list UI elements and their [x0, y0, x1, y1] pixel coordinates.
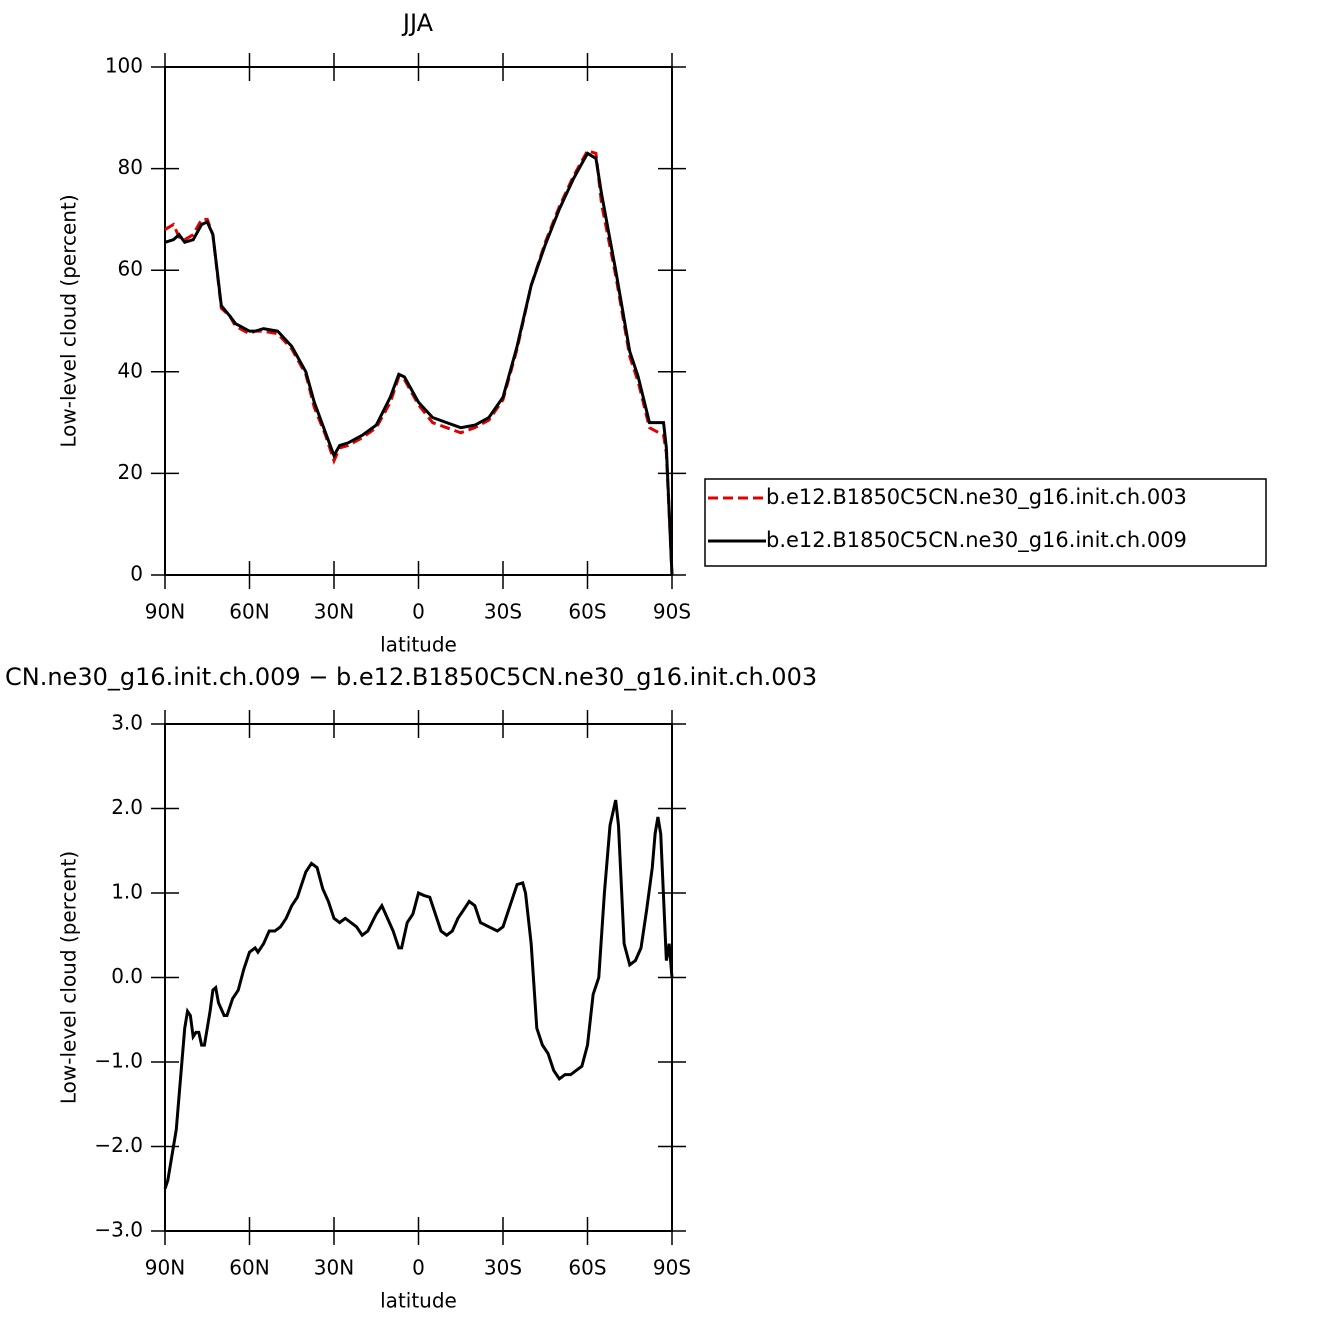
y-tick-label: −1.0	[94, 1049, 143, 1073]
legend-box	[704, 478, 1267, 567]
series-line	[164, 149, 674, 576]
x-tick-label: 60S	[568, 1256, 606, 1280]
x-tick-label: 90S	[653, 600, 691, 624]
x-tick-label: 90N	[145, 1256, 185, 1280]
x-tick-label: 90S	[653, 1256, 691, 1280]
chart-title: JJA	[401, 9, 434, 37]
x-tick-label: 60N	[229, 600, 269, 624]
y-tick-label: 20	[118, 460, 143, 484]
x-tick-label: 60S	[568, 600, 606, 624]
x-axis-label: latitude	[380, 633, 457, 657]
chart-title: CN.ne30_g16.init.ch.009 − b.e12.B1850C5C…	[5, 663, 817, 691]
x-axis-label: latitude	[380, 1289, 457, 1313]
y-tick-label: 100	[105, 54, 143, 78]
y-tick-label: −2.0	[94, 1133, 143, 1157]
x-tick-label: 30S	[484, 1256, 522, 1280]
y-axis-label: Low-level cloud (percent)	[57, 194, 81, 447]
y-axis-label: Low-level cloud (percent)	[57, 851, 81, 1104]
y-tick-label: 60	[118, 257, 143, 281]
x-tick-label: 60N	[229, 1256, 269, 1280]
x-tick-label: 30S	[484, 600, 522, 624]
y-tick-label: −3.0	[94, 1218, 143, 1242]
y-tick-label: 0	[130, 562, 143, 586]
y-tick-label: 40	[118, 358, 143, 382]
x-tick-label: 90N	[145, 600, 185, 624]
x-tick-label: 0	[412, 1256, 425, 1280]
y-tick-label: 0.0	[111, 964, 143, 988]
plot-frame	[164, 66, 673, 576]
series-line	[164, 151, 674, 576]
x-tick-label: 30N	[314, 1256, 354, 1280]
x-tick-label: 30N	[314, 600, 354, 624]
y-tick-label: 1.0	[111, 880, 143, 904]
y-tick-label: 80	[118, 155, 143, 179]
y-tick-label: 2.0	[111, 795, 143, 819]
legend-label: b.e12.B1850C5CN.ne30_g16.init.ch.003	[766, 485, 1187, 510]
x-tick-label: 0	[412, 600, 425, 624]
legend-label: b.e12.B1850C5CN.ne30_g16.init.ch.009	[766, 528, 1187, 553]
y-tick-label: 3.0	[111, 711, 143, 735]
series-line	[163, 799, 674, 1190]
